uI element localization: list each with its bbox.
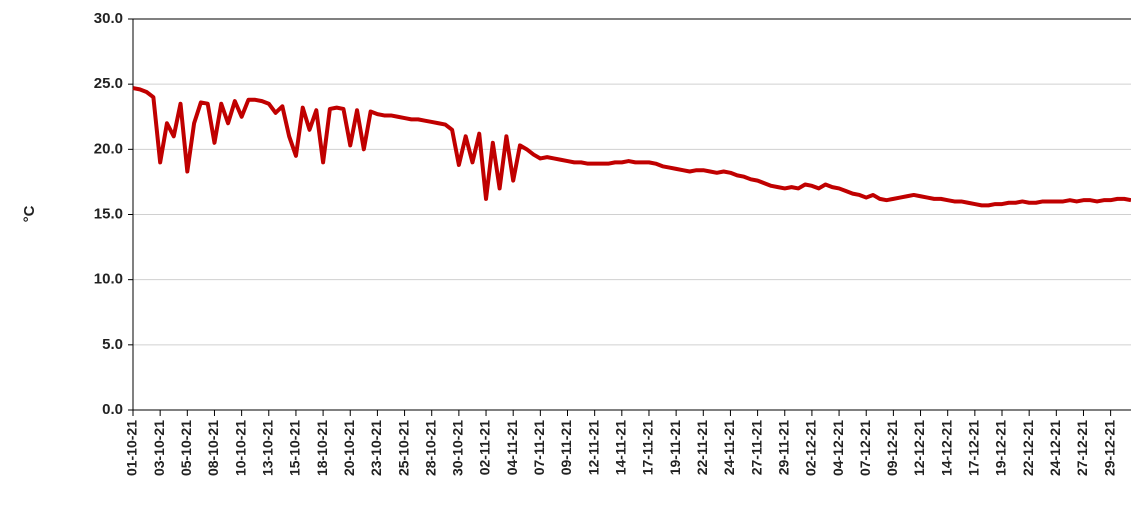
x-tick-label: 17-11-21 <box>640 420 656 475</box>
y-axis-label: °C <box>21 205 38 222</box>
x-tick-label: 24-12-21 <box>1047 420 1063 476</box>
x-tick-label: 04-11-21 <box>504 420 520 475</box>
x-tick-label: 02-11-21 <box>477 420 493 475</box>
x-tick-label: 04-12-21 <box>830 420 846 476</box>
y-tick-label: 15.0 <box>94 205 123 222</box>
x-tick-label: 28-10-21 <box>422 420 438 476</box>
x-tick-label: 20-10-21 <box>341 420 357 476</box>
x-tick-label: 09-11-21 <box>558 420 574 475</box>
x-tick-label: 19-11-21 <box>667 420 683 475</box>
y-tick-label: 20.0 <box>94 140 123 157</box>
y-tick-label: 25.0 <box>94 75 123 92</box>
x-tick-label: 09-12-21 <box>884 420 900 476</box>
x-tick-label: 27-11-21 <box>748 420 764 475</box>
y-tick-label: 30.0 <box>94 10 123 27</box>
x-tick-label: 17-12-21 <box>966 420 982 476</box>
x-tick-label: 30-10-21 <box>450 420 466 476</box>
x-tick-label: 18-10-21 <box>314 420 330 476</box>
x-tick-label: 29-11-21 <box>775 420 791 475</box>
x-tick-label: 08-10-21 <box>205 420 221 476</box>
x-tick-label: 14-11-21 <box>613 420 629 475</box>
x-tick-label: 22-11-21 <box>694 420 710 475</box>
x-tick-label: 02-12-21 <box>803 420 819 476</box>
x-tick-label: 19-12-21 <box>993 420 1009 476</box>
x-tick-label: 12-11-21 <box>585 420 601 475</box>
x-tick-label: 15-10-21 <box>287 420 303 476</box>
x-tick-label: 12-12-21 <box>911 420 927 476</box>
y-tick-label: 0.0 <box>102 401 123 418</box>
x-tick-label: 07-11-21 <box>531 420 547 475</box>
x-tick-label: 24-11-21 <box>721 420 737 475</box>
x-tick-label: 29-12-21 <box>1101 420 1117 476</box>
x-tick-label: 01-10-21 <box>124 420 140 476</box>
x-tick-label: 07-12-21 <box>857 420 873 476</box>
x-tick-label: 22-12-21 <box>1020 420 1036 476</box>
y-tick-label: 5.0 <box>102 336 123 353</box>
x-tick-label: 23-10-21 <box>368 420 384 476</box>
x-tick-label: 05-10-21 <box>178 420 194 476</box>
x-tick-label: 27-12-21 <box>1074 420 1090 476</box>
x-tick-label: 13-10-21 <box>259 420 275 476</box>
y-tick-label: 10.0 <box>94 271 123 288</box>
data-line <box>132 86 1131 208</box>
x-tick-label: 14-12-21 <box>938 420 954 476</box>
x-tick-label: 25-10-21 <box>395 420 411 476</box>
x-tick-label: 10-10-21 <box>232 420 248 476</box>
x-tick-label: 03-10-21 <box>151 420 167 476</box>
